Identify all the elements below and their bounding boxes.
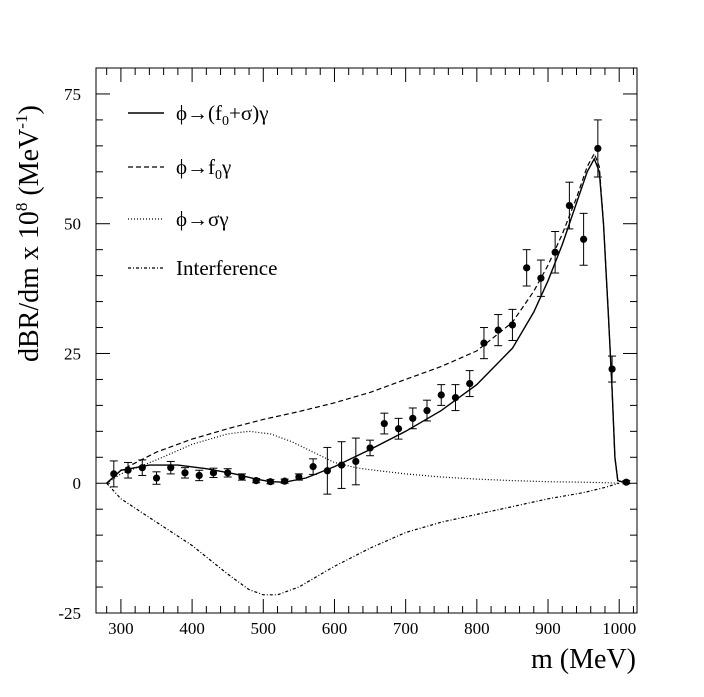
data-point: [323, 467, 331, 475]
x-tick-label: 600: [322, 619, 348, 638]
data-point: [167, 464, 175, 472]
legend-label-sigma: ϕ→σγ: [176, 207, 229, 231]
y-axis-title-main: dBR/dm x 10: [14, 211, 45, 362]
data-point: [451, 393, 460, 402]
data-point: [252, 477, 260, 485]
data-point: [565, 201, 573, 210]
x-tick-label: 900: [535, 619, 561, 638]
data-point: [224, 469, 232, 477]
y-tick-label: 0: [73, 474, 82, 493]
data-point: [281, 477, 289, 485]
data-point: [594, 144, 602, 153]
data-point: [138, 464, 146, 472]
legend-label-part: 0: [222, 114, 229, 129]
legend-label-part: +σ)γ: [229, 101, 268, 125]
data-point: [309, 463, 317, 471]
data-point: [622, 478, 630, 486]
data-point: [537, 274, 545, 282]
axis-ticks: 300 400 500 600 700 800 900 1000 -25 0 25 50 75: [58, 67, 637, 638]
y-axis-title-unit-exp: -1: [12, 115, 31, 129]
data-point: [238, 473, 246, 481]
data-point: [494, 326, 502, 334]
y-tick-label: 75: [64, 85, 81, 104]
legend-label-part: 0: [215, 168, 222, 183]
data-point: [466, 379, 474, 388]
plot-frame: [95, 67, 638, 614]
data-point: [295, 473, 303, 481]
x-tick-label: 1000: [602, 619, 636, 638]
legend-label-interference: Interference: [176, 256, 277, 280]
x-axis-title: m (MeV): [531, 644, 636, 675]
data-point: [523, 264, 531, 272]
data-point: [423, 406, 431, 415]
legend-label-part: ϕ→f: [176, 155, 215, 179]
x-tick-label: 800: [464, 619, 490, 638]
legend-label-f0: ϕ→f0γ: [176, 155, 231, 183]
y-tick-label: 50: [64, 215, 81, 234]
x-tick-label: 300: [108, 619, 134, 638]
legend-label-part: Interference: [176, 256, 277, 280]
y-axis-title-close: ): [14, 105, 45, 114]
x-tick-label: 700: [393, 619, 419, 638]
data-point: [580, 235, 588, 243]
data-point: [337, 461, 346, 469]
data-point: [394, 425, 403, 433]
y-tick-label: 25: [64, 344, 81, 363]
data-point: [608, 365, 616, 373]
data-point: [152, 474, 161, 482]
data-point: [266, 478, 275, 486]
data-point: [181, 469, 189, 477]
data-point: [380, 419, 388, 428]
data-point: [366, 444, 374, 452]
data-point: [409, 414, 417, 422]
y-axis-title-unit: (MeV: [14, 129, 45, 203]
y-axis-title: dBR/dm x 108 (MeV-1): [12, 105, 45, 362]
data-point: [352, 457, 360, 466]
legend-label-part: ϕ→(f: [176, 101, 222, 125]
y-axis-title-exp: 8: [12, 203, 31, 212]
data-points-layer: [109, 119, 631, 495]
x-tick-label: 400: [179, 619, 205, 638]
series-line-interference: [106, 482, 620, 596]
legend-label-part: γ: [221, 155, 231, 179]
data-point: [508, 321, 517, 329]
data-point: [124, 466, 132, 474]
x-tick-label: 500: [251, 619, 277, 638]
data-point: [110, 470, 118, 478]
legend-label-part: ϕ→σγ: [176, 207, 229, 231]
data-point: [195, 471, 203, 480]
series-line-f0: [106, 152, 627, 484]
legend-label-total: ϕ→(f0+σ)γ: [176, 101, 268, 129]
data-point: [480, 339, 488, 347]
data-point: [437, 391, 445, 399]
y-tick-label: -25: [58, 604, 81, 623]
data-point: [209, 469, 218, 477]
data-point: [551, 248, 559, 256]
